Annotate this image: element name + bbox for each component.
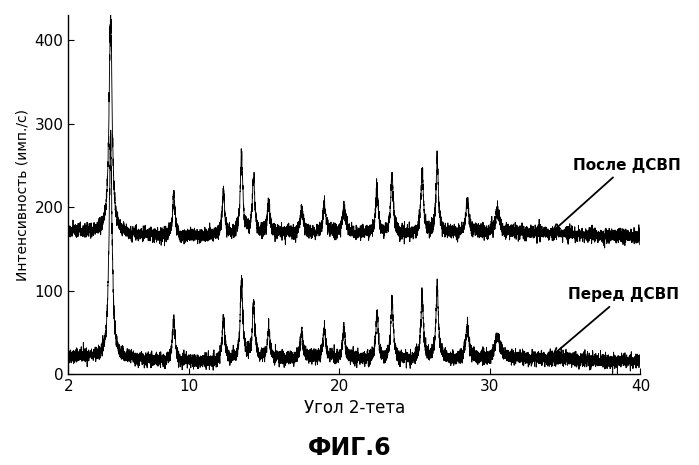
Text: Перед ДСВП: Перед ДСВП <box>554 287 679 354</box>
X-axis label: Угол 2-тета: Угол 2-тета <box>304 399 405 418</box>
Y-axis label: Интенсивность (имп./с): Интенсивность (имп./с) <box>15 108 29 280</box>
Text: После ДСВП: После ДСВП <box>554 158 680 231</box>
Text: ФИГ.6: ФИГ.6 <box>308 436 391 460</box>
